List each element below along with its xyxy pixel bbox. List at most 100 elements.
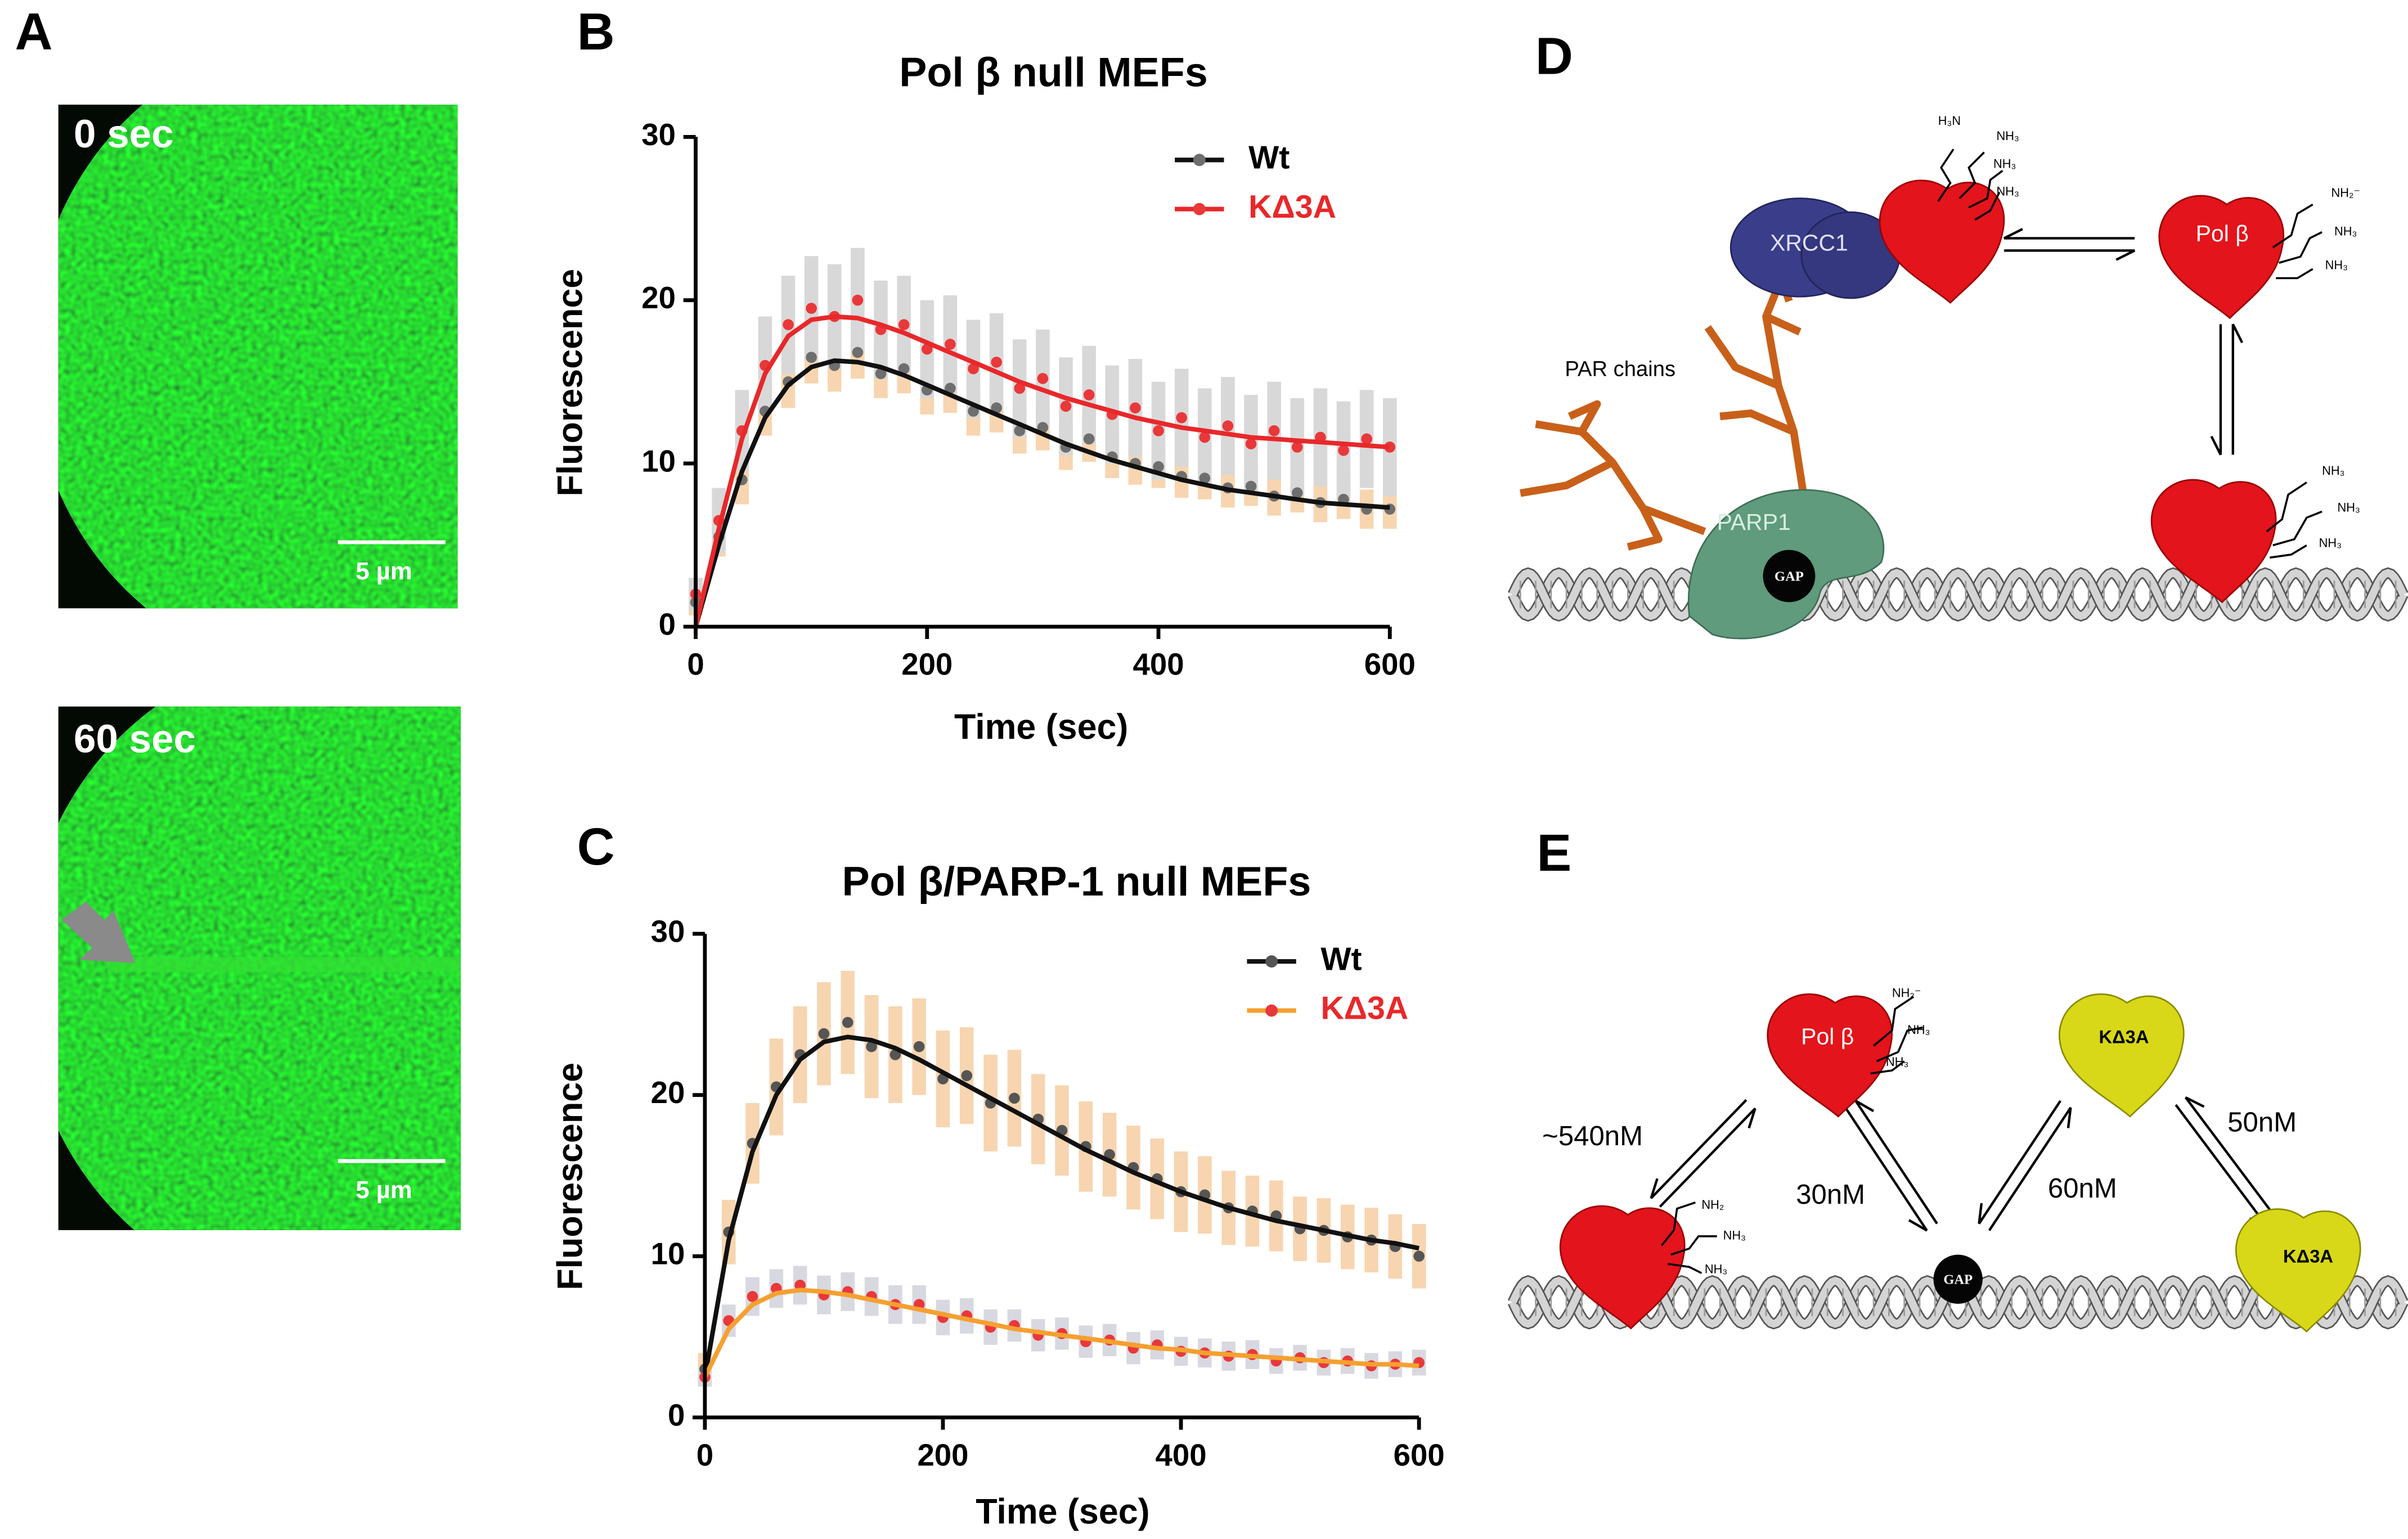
panel-label: D (1535, 26, 1573, 85)
data-point (852, 346, 864, 358)
data-point (1245, 480, 1257, 492)
dna-strand (1509, 569, 2407, 620)
x-tick-label: 0 (687, 647, 704, 682)
x-tick-label: 600 (1364, 647, 1416, 682)
data-point (818, 1028, 830, 1040)
fit-line (703, 1288, 1419, 1379)
data-point (1291, 487, 1303, 498)
affinity: ~540nM (1542, 1121, 1643, 1151)
data-point (1199, 472, 1211, 484)
data-point (991, 357, 1002, 368)
chart: Pol β/PARP-1 null MEFs Time (sec) Fluoresc… (551, 858, 1445, 1531)
data-point (1153, 461, 1164, 472)
annotation: PAR chains (1565, 357, 1675, 381)
data-point (747, 1291, 758, 1302)
y-tick-label: 0 (668, 1398, 685, 1432)
arrow-forward (1844, 1106, 1928, 1232)
legend-marker (1265, 1004, 1278, 1017)
data-point (991, 402, 1002, 414)
data-point (945, 382, 956, 394)
pol-beta (2158, 195, 2285, 319)
arrow-forward (1659, 1108, 1756, 1208)
amine-label: NH₃ (2337, 501, 2360, 515)
y-tick-label: 20 (641, 281, 676, 315)
diagram-d: XRCC1 Pol β PARP1 GAP PAR chains H₃N NH₃… (1520, 114, 2361, 640)
amine-label: NH₃ (2325, 258, 2348, 272)
chart-title: Pol β/PARP-1 null MEFs (842, 858, 1311, 904)
y-axis-label: Fluorescence (551, 269, 590, 497)
data-point (898, 363, 910, 375)
data-point (898, 319, 910, 331)
data-point (1083, 389, 1095, 400)
data-point (1291, 442, 1303, 453)
equilibrium-arrow (1844, 1100, 1938, 1232)
legend-label: KΔ3A (1248, 189, 1336, 225)
arrow-back (2003, 228, 2135, 240)
charts: Pol β null MEFs Time (sec) Fluorescence Wt K… (551, 49, 1445, 1532)
x-tick-label: 200 (917, 1438, 968, 1472)
arrow-back (1978, 1100, 2062, 1225)
x-tick-label: 200 (901, 647, 953, 682)
k-delta-3a (2059, 993, 2185, 1118)
data-point (1130, 402, 1141, 414)
x-tick-label: 400 (1156, 1438, 1207, 1472)
protein-label: KΔ3A (2099, 1026, 2149, 1047)
gap (1763, 550, 1816, 602)
data-point (968, 363, 979, 375)
pol-beta (1767, 993, 1893, 1118)
amine-label: NH₃ (1723, 1228, 1746, 1243)
panel-label: C (577, 817, 615, 876)
arrow-forward (2210, 324, 2222, 456)
fit-line (693, 358, 1390, 628)
legend-marker (1265, 955, 1278, 968)
data-point (961, 1070, 973, 1082)
data-point (1037, 422, 1049, 433)
panel-label: E (1537, 824, 1571, 882)
data-point (1199, 431, 1211, 443)
y-tick-label: 30 (641, 118, 676, 152)
x-tick-label: 0 (697, 1438, 713, 1472)
scale-label: 5 µm (356, 557, 412, 585)
time-label: 60 sec (74, 717, 196, 762)
protein-label: KΔ3A (2283, 1246, 2333, 1267)
amine-label: NH₂⁻ (2331, 186, 2361, 200)
amine-label: NH₃ (2334, 224, 2357, 238)
amine-label: NH₃ (1993, 156, 2016, 170)
data-point (1268, 425, 1280, 436)
diagram-e: Pol β KΔ3A KΔ3A GAP ~540nM 30nM 60nM 50n… (1542, 986, 2361, 1333)
data-point (1338, 444, 1349, 456)
amine-label: NH₃ (1705, 1262, 1727, 1276)
side-chains (1661, 996, 1923, 1274)
amine-label: NH₃ (2319, 536, 2342, 550)
data-point (1413, 1250, 1425, 1262)
diagram-decoration (1507, 228, 2408, 1330)
arrow (61, 901, 136, 963)
data-point (1060, 400, 1072, 412)
equilibrium-arrow (2003, 228, 2136, 261)
fit-line (702, 1034, 1419, 1378)
micrograph: 0 sec 5 µm (58, 105, 458, 609)
data-point (1014, 382, 1026, 394)
y-tick-label: 20 (651, 1076, 685, 1110)
affinity: 60nM (2048, 1173, 2117, 1204)
data-point (1384, 442, 1396, 453)
arrow-back (2185, 1096, 2279, 1221)
affinity: 30nM (1796, 1180, 1865, 1210)
gap-label: GAP (1774, 569, 1804, 584)
y-axis-label: Fluorescence (551, 1063, 590, 1290)
data-point (968, 406, 979, 417)
dna-strand (1509, 1276, 2407, 1328)
data-point (913, 1041, 925, 1052)
panel-label: B (577, 2, 615, 61)
gap-label: GAP (1943, 1272, 1973, 1288)
data-point (1014, 425, 1026, 436)
data-point (875, 368, 887, 380)
dna-strand (1509, 569, 2407, 620)
arrow-forward (1988, 1106, 2072, 1231)
amine-label: NH₃ (2322, 464, 2344, 478)
data-point (1037, 373, 1049, 384)
data-point (1245, 438, 1257, 449)
x-axis-label: Time (sec) (976, 1492, 1149, 1531)
micrograph: 60 sec 5 µm (58, 706, 461, 1230)
